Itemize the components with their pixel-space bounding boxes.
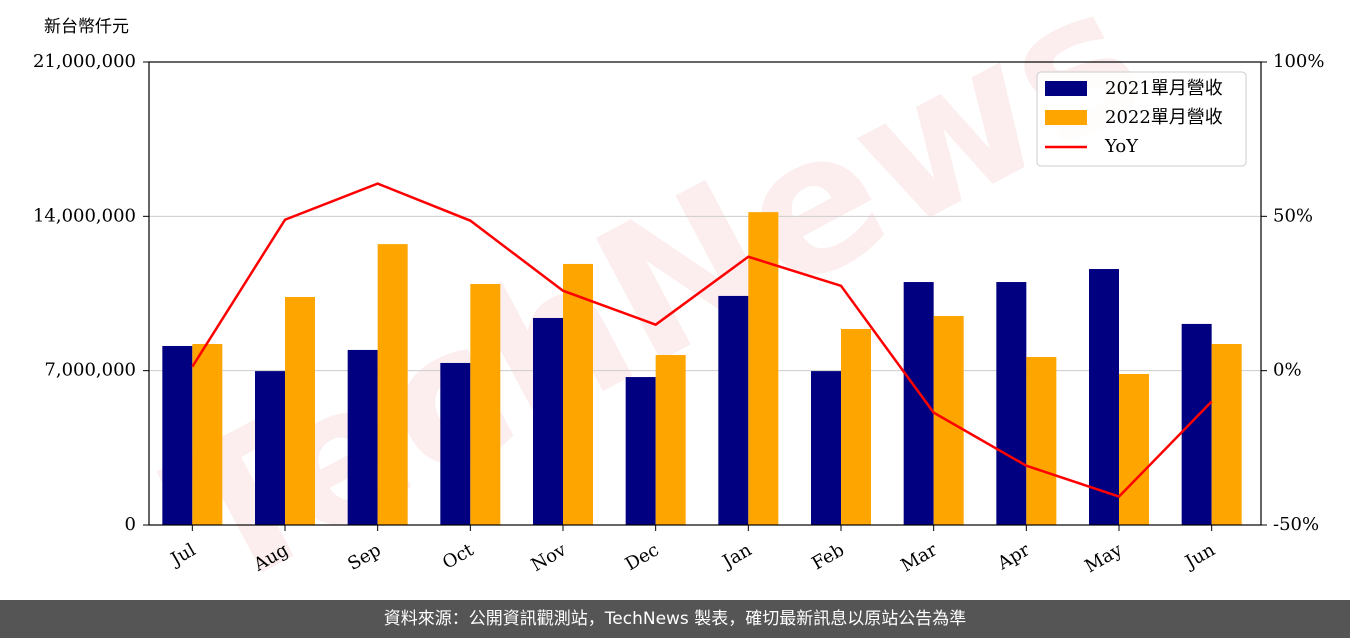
legend-label: YoY — [1104, 136, 1139, 157]
y2-tick-label: 100% — [1273, 51, 1324, 72]
legend-box — [1036, 71, 1247, 167]
footer-bar — [0, 600, 1350, 638]
bar — [1181, 323, 1212, 525]
bar — [533, 317, 563, 525]
plot-frame — [148, 61, 1262, 526]
y-tick-label: 0 — [125, 514, 136, 535]
bar — [470, 284, 501, 525]
bar — [625, 377, 656, 525]
bar — [563, 263, 593, 525]
bar — [1211, 343, 1242, 525]
bar — [1089, 269, 1119, 525]
y2-tick-label: -50% — [1273, 514, 1319, 535]
bar — [996, 282, 1027, 525]
bar — [440, 362, 471, 525]
bar — [347, 349, 378, 525]
legend-label: 2021單月營收 — [1105, 78, 1223, 99]
y-axis-label: 新台幣仟元 — [44, 17, 129, 37]
x-tick-label: Feb — [808, 539, 848, 574]
y-tick-label: 21,000,000 — [33, 51, 136, 72]
x-tick-label: Jun — [1180, 539, 1219, 574]
legend-swatch — [1045, 81, 1087, 96]
y2-tick-label: 50% — [1273, 205, 1313, 226]
bar — [903, 282, 934, 525]
bar — [811, 371, 841, 525]
bar — [655, 355, 686, 525]
bar — [377, 244, 408, 525]
bar — [718, 295, 749, 525]
bar — [162, 345, 193, 525]
legend-label: 2022單月營收 — [1105, 107, 1223, 128]
y2-tick-label: 0% — [1273, 360, 1302, 381]
x-tick-label: May — [1081, 539, 1126, 577]
x-tick-label: Oct — [439, 539, 478, 574]
x-tick-label: Apr — [993, 539, 1033, 574]
bar — [255, 371, 285, 525]
bar — [1119, 373, 1149, 525]
bar — [192, 343, 223, 525]
x-tick-label: Nov — [528, 539, 571, 576]
legend-swatch — [1045, 110, 1087, 125]
x-tick-label: Dec — [622, 539, 663, 575]
y-tick-label: 14,000,000 — [33, 205, 136, 226]
bar — [841, 328, 871, 525]
footer-text: 資料來源：公開資訊觀測站，TechNews 製表，確切最新訊息以原站公告為準 — [384, 609, 966, 629]
x-tick-label: Jan — [718, 539, 756, 573]
x-tick-label: Mar — [897, 539, 941, 576]
yoy-line — [191, 182, 1213, 499]
bar — [1026, 356, 1057, 525]
bar — [285, 297, 315, 525]
y-tick-label: 7,000,000 — [44, 360, 136, 381]
